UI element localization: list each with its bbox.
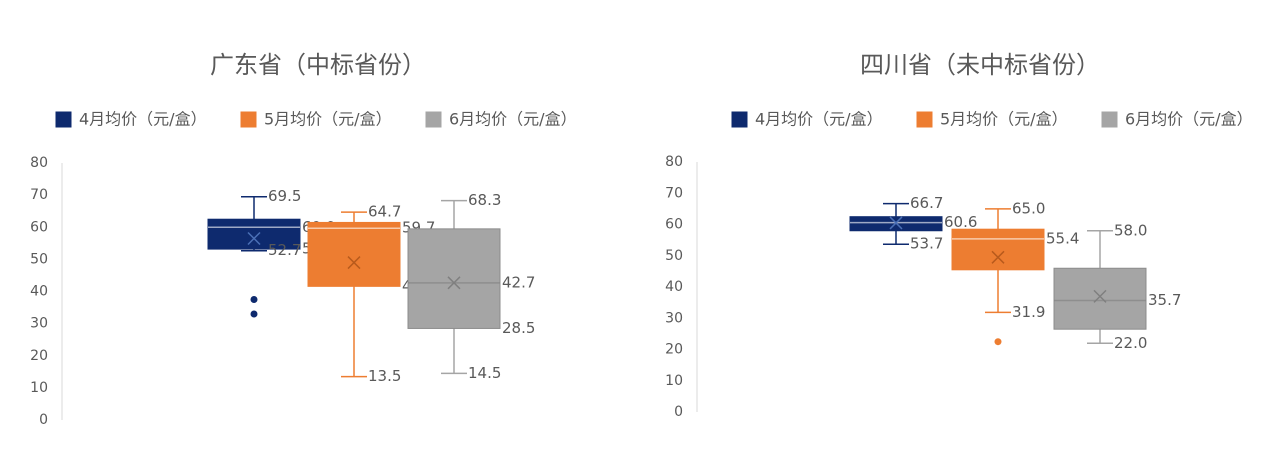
legend-swatch	[239, 110, 258, 129]
outlier	[994, 338, 1002, 346]
legend-label: 4月均价（元/盒）	[79, 110, 207, 129]
legend-label: 6月均价（元/盒）	[1125, 110, 1253, 129]
y-tick-label: 80	[665, 154, 683, 170]
y-tick-label: 70	[30, 187, 48, 203]
legend-label: 6月均价（元/盒）	[449, 110, 577, 129]
data-label: 64.7	[368, 203, 401, 221]
y-tick-label: 60	[665, 217, 683, 233]
y-tick-label: 80	[30, 155, 48, 171]
legend-swatch	[730, 110, 749, 129]
y-tick-label: 60	[30, 219, 48, 235]
data-label: 52.7	[268, 241, 301, 259]
mean-marker	[347, 256, 361, 270]
y-tick-label: 50	[30, 251, 48, 267]
legend-swatch	[915, 110, 934, 129]
data-label: 28.5	[502, 319, 535, 337]
data-label: 35.7	[1148, 291, 1181, 309]
mean-marker	[447, 276, 461, 290]
data-label: 55.4	[1046, 229, 1079, 247]
legend-label: 4月均价（元/盒）	[755, 110, 883, 129]
legend-label: 5月均价（元/盒）	[940, 110, 1068, 129]
box	[951, 228, 1045, 271]
outlier	[250, 310, 258, 318]
data-label: 31.9	[1012, 303, 1045, 321]
y-tick-label: 40	[665, 279, 683, 295]
outlier	[250, 296, 258, 304]
data-label: 60.6	[944, 213, 977, 231]
mean-marker	[1093, 289, 1107, 303]
y-tick-label: 70	[665, 185, 683, 201]
data-label: 58.0	[1114, 221, 1147, 239]
box	[1053, 267, 1147, 330]
y-tick-label: 10	[665, 373, 683, 389]
y-tick-label: 0	[674, 404, 683, 420]
data-label: 22.0	[1114, 334, 1147, 352]
legend-swatch	[1100, 110, 1119, 129]
box	[307, 221, 401, 287]
chart-title: 广东省（中标省份）	[210, 51, 426, 79]
y-tick-label: 20	[30, 348, 48, 364]
y-tick-label: 50	[665, 248, 683, 264]
data-label: 14.5	[468, 364, 501, 382]
y-tick-label: 0	[39, 412, 48, 428]
data-label: 68.3	[468, 191, 501, 209]
mean-marker	[889, 216, 903, 230]
data-label: 65.0	[1012, 199, 1045, 217]
y-tick-label: 30	[30, 316, 48, 332]
box	[207, 218, 301, 250]
y-tick-label: 30	[665, 310, 683, 326]
mean-marker	[991, 250, 1005, 264]
data-label: 53.7	[910, 235, 943, 253]
data-label: 66.7	[910, 194, 943, 212]
mean-marker	[247, 231, 261, 246]
data-label: 69.5	[268, 187, 301, 205]
y-tick-label: 20	[665, 342, 683, 358]
y-tick-label: 10	[30, 380, 48, 396]
box	[407, 228, 501, 329]
legend-label: 5月均价（元/盒）	[264, 110, 392, 129]
y-tick-label: 40	[30, 284, 48, 300]
data-label: 13.5	[368, 367, 401, 385]
chart-title: 四川省（未中标省份）	[860, 51, 1100, 79]
legend-swatch	[54, 110, 73, 129]
data-label: 42.7	[502, 273, 535, 291]
legend-swatch	[424, 110, 443, 129]
